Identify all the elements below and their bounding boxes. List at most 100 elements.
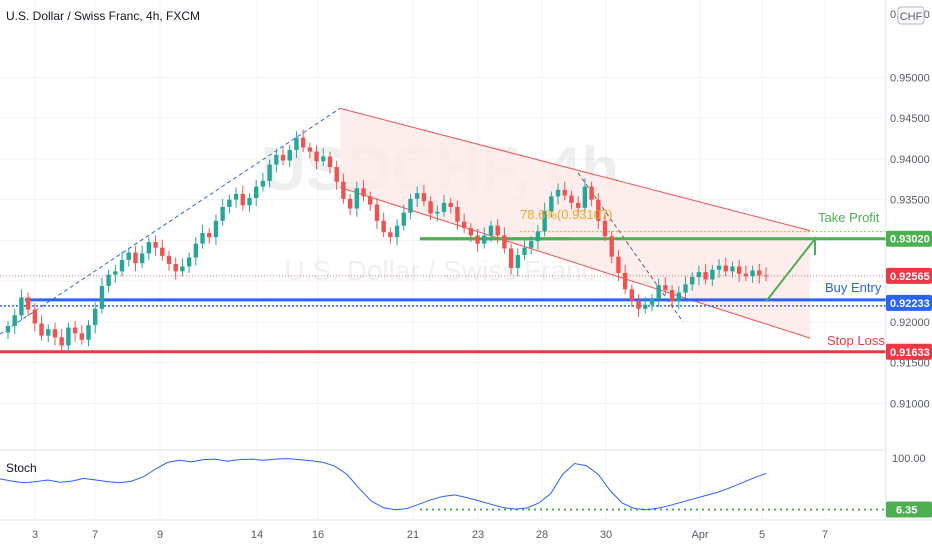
candle-body (710, 269, 715, 280)
candle-body (495, 225, 500, 236)
candle-body (435, 211, 440, 214)
candle-body (542, 211, 547, 232)
candle-body (5, 325, 11, 333)
price-tick-label: 0.91500 (890, 358, 930, 370)
candle-body (86, 325, 91, 340)
candle-body (59, 337, 64, 346)
buy-entry-label: Buy Entry (825, 280, 882, 295)
candle-body (414, 193, 420, 199)
candle-body (39, 323, 44, 336)
candle-body (213, 220, 219, 238)
projection-arrow[interactable] (765, 235, 816, 303)
candle-body (757, 270, 762, 276)
candle-body (508, 248, 514, 269)
candle-body (663, 285, 668, 291)
candle-body (341, 181, 346, 199)
price-axis[interactable]: 0.95000 0.94500 0.94000 0.93500 0.92000 0.915… (890, 72, 930, 410)
candle-body (280, 154, 286, 161)
candle-body (723, 265, 728, 272)
candle-body (113, 271, 118, 275)
candle-body (139, 253, 145, 264)
candle-body (649, 299, 655, 305)
candlestick-series[interactable] (5, 129, 769, 352)
candle-body (441, 202, 447, 212)
candle-body (253, 186, 259, 198)
buy-entry-price-tag-bg (886, 294, 932, 311)
uptrend-dashed-line[interactable] (0, 107, 341, 335)
time-tick-label: 28 (536, 529, 548, 541)
candle-body (716, 265, 722, 270)
candle-body (394, 225, 400, 238)
candle-body (180, 266, 185, 272)
candle-body (133, 252, 138, 264)
time-tick-label: 16 (312, 529, 324, 541)
candle-body (575, 202, 581, 208)
candle-body (381, 220, 386, 233)
stochastic-line[interactable] (0, 458, 767, 511)
candle-body (750, 270, 755, 277)
time-tick-label: 7 (92, 529, 98, 541)
channel-lower-line[interactable] (339, 186, 811, 339)
candle-body (562, 189, 567, 196)
stoch-lower-tag-bg (886, 501, 932, 518)
candle-body (79, 333, 84, 340)
candle-body (602, 220, 608, 237)
time-tick-label: 5 (759, 529, 765, 541)
candle-body (736, 266, 742, 274)
candle-body (616, 256, 621, 273)
candle-body (321, 156, 326, 162)
fib-retracement-dashed-line[interactable] (577, 172, 684, 323)
candle-body (186, 257, 192, 267)
candle-body (569, 195, 574, 203)
candle-body (327, 156, 333, 168)
price-tick-label: 0.91000 (890, 398, 930, 410)
price-tick-label: 0.92000 (890, 317, 930, 329)
candle-body (488, 225, 494, 236)
candle-body (589, 186, 594, 200)
stop-loss-price-tag-bg (886, 343, 932, 360)
candle-body (683, 284, 688, 293)
candle-body (609, 236, 614, 257)
candle-body (354, 188, 360, 209)
candle-body (294, 137, 299, 150)
candle-body (247, 198, 252, 206)
candle-body (368, 196, 373, 205)
take-profit-label: Take Profit (818, 210, 880, 225)
candle-body (46, 329, 51, 336)
candle-body (260, 180, 266, 187)
candle-body (656, 285, 661, 300)
time-tick-label: 14 (251, 529, 263, 541)
candle-body (274, 154, 279, 165)
candle-body (529, 241, 534, 248)
buy-entry-price-tag: 0.92233 (890, 298, 930, 310)
candle-body (126, 252, 131, 260)
candle-body (19, 297, 24, 316)
candle-body (690, 277, 695, 285)
candle-body (448, 202, 453, 207)
channel-upper-line[interactable] (339, 107, 811, 232)
stoch-label: Stoch (6, 461, 37, 475)
time-tick-label: 7 (822, 529, 828, 541)
candle-body (374, 204, 380, 221)
candle-body (388, 232, 393, 238)
candle-body (482, 235, 487, 244)
candle-body (93, 308, 98, 326)
candle-body (240, 193, 245, 206)
currency-badge[interactable] (897, 6, 925, 25)
time-tick-label: 21 (407, 529, 419, 541)
candle-body (669, 290, 675, 302)
stoch-upper-tag: 100.00 (892, 453, 926, 465)
candle-body (468, 228, 474, 236)
candle-body (361, 188, 366, 197)
candle-body (146, 242, 152, 254)
candle-body (233, 193, 239, 200)
time-tick-label: 23 (472, 529, 484, 541)
chart-title: U.S. Dollar / Swiss Franc, 4h, FXCM (6, 9, 200, 23)
candle-body (522, 247, 527, 256)
current-price-tag-bg (886, 267, 932, 284)
time-axis[interactable]: 3 7 9 14 16 21 23 28 30 Apr 5 7 (32, 529, 828, 541)
candle-body (99, 286, 105, 309)
fib-label: 78.6%(0.93107) (520, 207, 613, 222)
